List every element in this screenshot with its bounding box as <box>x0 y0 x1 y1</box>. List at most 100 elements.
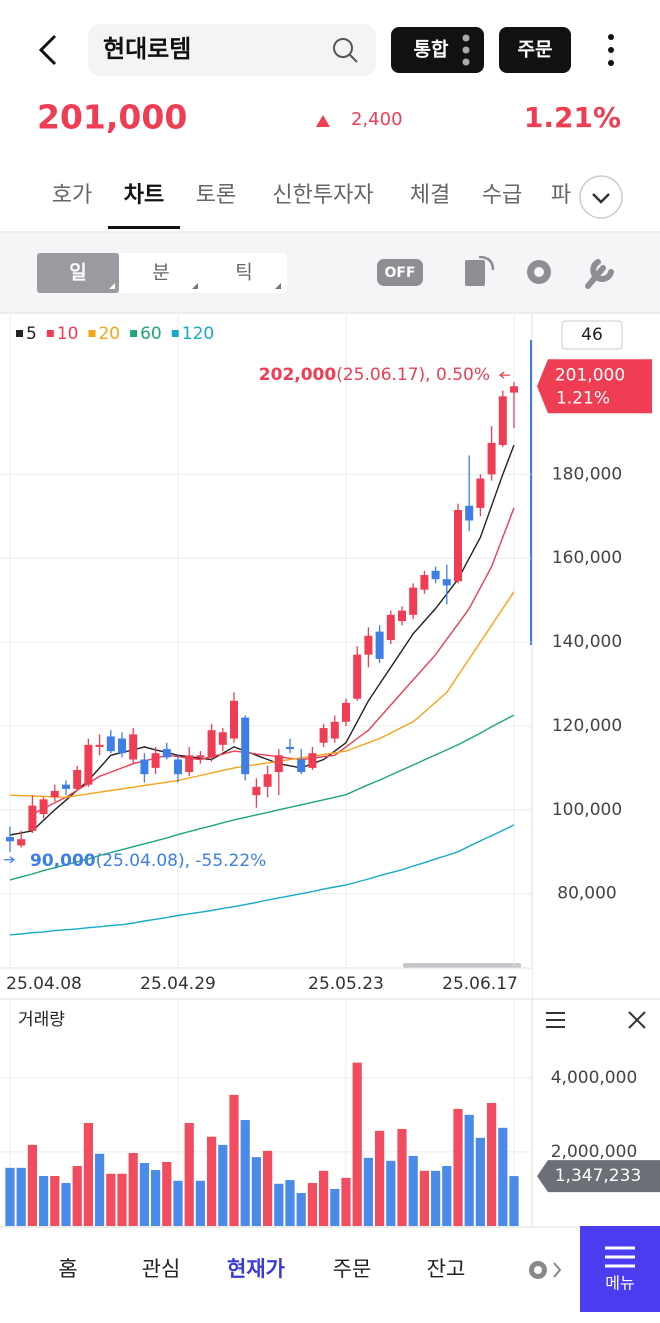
volume-bar <box>128 1153 138 1226</box>
tabs-more-chevron <box>592 193 610 204</box>
search-icon[interactable] <box>333 38 353 58</box>
tabs-more[interactable] <box>579 175 623 219</box>
current-price: 201,000 <box>37 98 187 137</box>
order-button[interactable] <box>499 27 571 73</box>
volume-bar <box>240 1120 250 1226</box>
candle-body <box>129 734 138 760</box>
candle-body <box>420 575 429 590</box>
volume-bar <box>263 1150 273 1226</box>
integrated-button[interactable] <box>391 27 484 73</box>
legend-label: 20 <box>98 324 120 344</box>
volume-bar <box>464 1114 474 1226</box>
volume-tag-label: 1,347,233 <box>555 1166 642 1186</box>
visible-count: 46 <box>581 325 603 345</box>
period-caret <box>192 283 198 289</box>
candle-body <box>409 587 418 615</box>
candle-body <box>230 700 238 739</box>
y-tick-label: 4,000,000 <box>551 1068 638 1088</box>
volume-bar <box>419 1170 429 1226</box>
volume-bar <box>229 1094 239 1226</box>
candle-body <box>375 631 384 659</box>
count-box[interactable] <box>561 320 623 350</box>
candle-body <box>174 759 182 775</box>
candle-body <box>308 753 317 768</box>
nav-item[interactable]: 주문 <box>333 1257 372 1281</box>
dot <box>462 46 470 54</box>
candle-body <box>442 579 451 586</box>
candle-body <box>274 755 283 773</box>
volume-bar <box>72 1165 82 1226</box>
candle-body <box>386 614 395 640</box>
volume-bar <box>5 1167 15 1226</box>
x-tick-label: 25.05.23 <box>308 974 384 994</box>
tab[interactable]: 파 <box>551 183 571 208</box>
tab[interactable]: 차트 <box>124 183 164 208</box>
volume-bar <box>106 1173 116 1226</box>
y-tick-label: 2,000,000 <box>551 1142 638 1162</box>
candle-body <box>140 759 149 775</box>
volume-close-icon[interactable] <box>628 1011 646 1029</box>
candle-body <box>118 738 126 754</box>
scrollbar[interactable] <box>403 963 521 968</box>
rotate-icon[interactable] <box>465 260 485 286</box>
menu-button[interactable] <box>580 1226 660 1312</box>
candle-body <box>353 654 362 699</box>
y-tick-label: 160,000 <box>552 548 622 568</box>
legend-swatch <box>46 330 54 337</box>
volume-bar <box>139 1163 149 1226</box>
candle-body <box>510 386 518 393</box>
period[interactable]: 분 <box>152 262 169 284</box>
annotation-note: (25.04.08), -55.22% <box>96 851 267 871</box>
legend-label: 60 <box>140 324 162 344</box>
tab[interactable]: 토론 <box>196 183 236 208</box>
annotation-note: (25.06.17), 0.50% <box>336 365 490 385</box>
nav-item[interactable]: 홈 <box>58 1257 77 1281</box>
more-dot[interactable] <box>608 47 614 53</box>
nav-item[interactable]: 현재가 <box>227 1257 286 1281</box>
price-chart: 80,000 100,000 120,000 140,000 160,000 180,00… <box>0 315 652 1226</box>
menu-label: 메뉴 <box>605 1274 634 1293</box>
dot <box>462 58 470 66</box>
search-box[interactable] <box>88 24 376 76</box>
y-tick-label: 100,000 <box>552 800 622 820</box>
moving-average-line <box>9 714 515 881</box>
back-button[interactable] <box>38 34 57 66</box>
tab[interactable]: 신한투자자 <box>272 183 373 208</box>
legend-label: 120 <box>182 324 214 344</box>
tab[interactable]: 체결 <box>410 183 450 208</box>
dot <box>462 34 470 42</box>
more-dot[interactable] <box>608 34 614 40</box>
volume-bar <box>95 1153 105 1226</box>
y-tick-label: 120,000 <box>552 716 622 736</box>
volume-bar <box>498 1127 508 1226</box>
price-change: 2,400 <box>351 109 403 130</box>
nav-item[interactable]: 관심 <box>142 1257 181 1281</box>
settings-icon-hole <box>534 267 544 277</box>
tools-icon[interactable] <box>585 259 614 289</box>
volume-bar <box>330 1188 340 1226</box>
candle-body <box>454 510 462 582</box>
candle-body <box>162 749 171 758</box>
nav-item[interactable]: 잔고 <box>427 1257 466 1281</box>
volume-title: 거래량 <box>18 1010 65 1030</box>
volume-bar <box>251 1157 261 1226</box>
annotation: 90,000(25.04.08), -55.22% <box>30 851 266 871</box>
volume-bar <box>352 1062 362 1226</box>
moving-average-line <box>9 444 515 836</box>
volume-bar <box>475 1137 485 1226</box>
candle-body <box>28 805 37 831</box>
volume-bar <box>431 1170 441 1226</box>
tab[interactable]: 호가 <box>52 183 92 208</box>
nav-next[interactable] <box>553 1262 562 1278</box>
tab[interactable]: 수급 <box>482 183 522 208</box>
volume-menu-icon[interactable] <box>546 1012 565 1028</box>
period[interactable]: 틱 <box>235 262 252 284</box>
more-dot[interactable] <box>608 60 614 66</box>
toggle[interactable] <box>377 259 423 286</box>
period[interactable]: 일 <box>69 262 86 284</box>
volume-bar <box>39 1175 49 1226</box>
price-tag-percent: 1.21% <box>556 388 610 408</box>
legend-swatch <box>88 330 96 337</box>
candle-body <box>185 755 194 773</box>
